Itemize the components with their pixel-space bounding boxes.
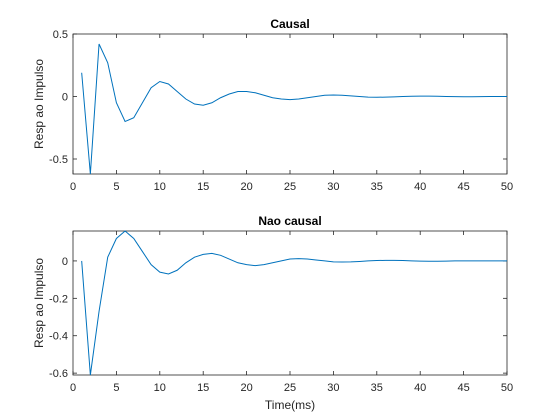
x-tick-label: 5 bbox=[113, 382, 119, 394]
x-tick-label: 25 bbox=[284, 382, 296, 394]
chart-title: Causal bbox=[270, 17, 309, 31]
series-line bbox=[81, 230, 507, 376]
x-tick-label: 10 bbox=[154, 382, 166, 394]
x-tick-label: 25 bbox=[284, 181, 296, 193]
x-tick-label: 10 bbox=[154, 181, 166, 193]
y-tick-label: 0.5 bbox=[53, 29, 68, 41]
plot-area bbox=[72, 33, 508, 175]
x-tick-label: 45 bbox=[457, 382, 469, 394]
series-line bbox=[81, 43, 507, 175]
x-tick-label: 40 bbox=[414, 181, 426, 193]
axis-ticks: 0 5 10 15 20 25 30 35 40 45 50 -0.6 -0.4 -0.2 0 bbox=[49, 231, 513, 394]
y-tick-label: 0 bbox=[62, 256, 68, 268]
y-tick-label: -0.2 bbox=[49, 293, 68, 305]
y-tick-label: -0.6 bbox=[49, 368, 68, 380]
x-tick-label: 35 bbox=[371, 382, 383, 394]
y-axis-label: Resp ao Impulso bbox=[32, 59, 46, 149]
x-tick-label: 30 bbox=[327, 181, 339, 193]
x-tick-label: 5 bbox=[113, 181, 119, 193]
plot-area bbox=[72, 230, 508, 376]
x-tick-label: 35 bbox=[371, 181, 383, 193]
x-tick-label: 50 bbox=[501, 382, 513, 394]
x-tick-label: 50 bbox=[501, 181, 513, 193]
x-tick-label: 15 bbox=[197, 181, 209, 193]
x-tick-label: 0 bbox=[70, 181, 76, 193]
x-tick-label: 20 bbox=[240, 181, 252, 193]
x-axis-label: Time(ms) bbox=[265, 398, 315, 412]
y-tick-label: -0.4 bbox=[49, 331, 68, 343]
y-tick-label: -0.5 bbox=[49, 154, 68, 166]
y-axis-label: Resp ao Impulso bbox=[32, 258, 46, 348]
x-tick-label: 15 bbox=[197, 382, 209, 394]
chart-title: Nao causal bbox=[258, 214, 321, 228]
x-tick-label: 45 bbox=[457, 181, 469, 193]
subplot-nao-causal: Nao causal Resp ao Impulso Time(ms) 0 5 10… bbox=[32, 214, 513, 412]
x-tick-label: 40 bbox=[414, 382, 426, 394]
x-tick-label: 0 bbox=[70, 382, 76, 394]
subplot-causal: Causal Resp ao Impulso 0 5 10 15 20 25 30 35 40 4… bbox=[32, 17, 513, 193]
y-tick-label: 0 bbox=[62, 92, 68, 104]
x-tick-label: 20 bbox=[240, 382, 252, 394]
x-tick-label: 30 bbox=[327, 382, 339, 394]
axis-ticks: 0 5 10 15 20 25 30 35 40 45 50 -0.5 0 0.5 bbox=[49, 29, 513, 193]
